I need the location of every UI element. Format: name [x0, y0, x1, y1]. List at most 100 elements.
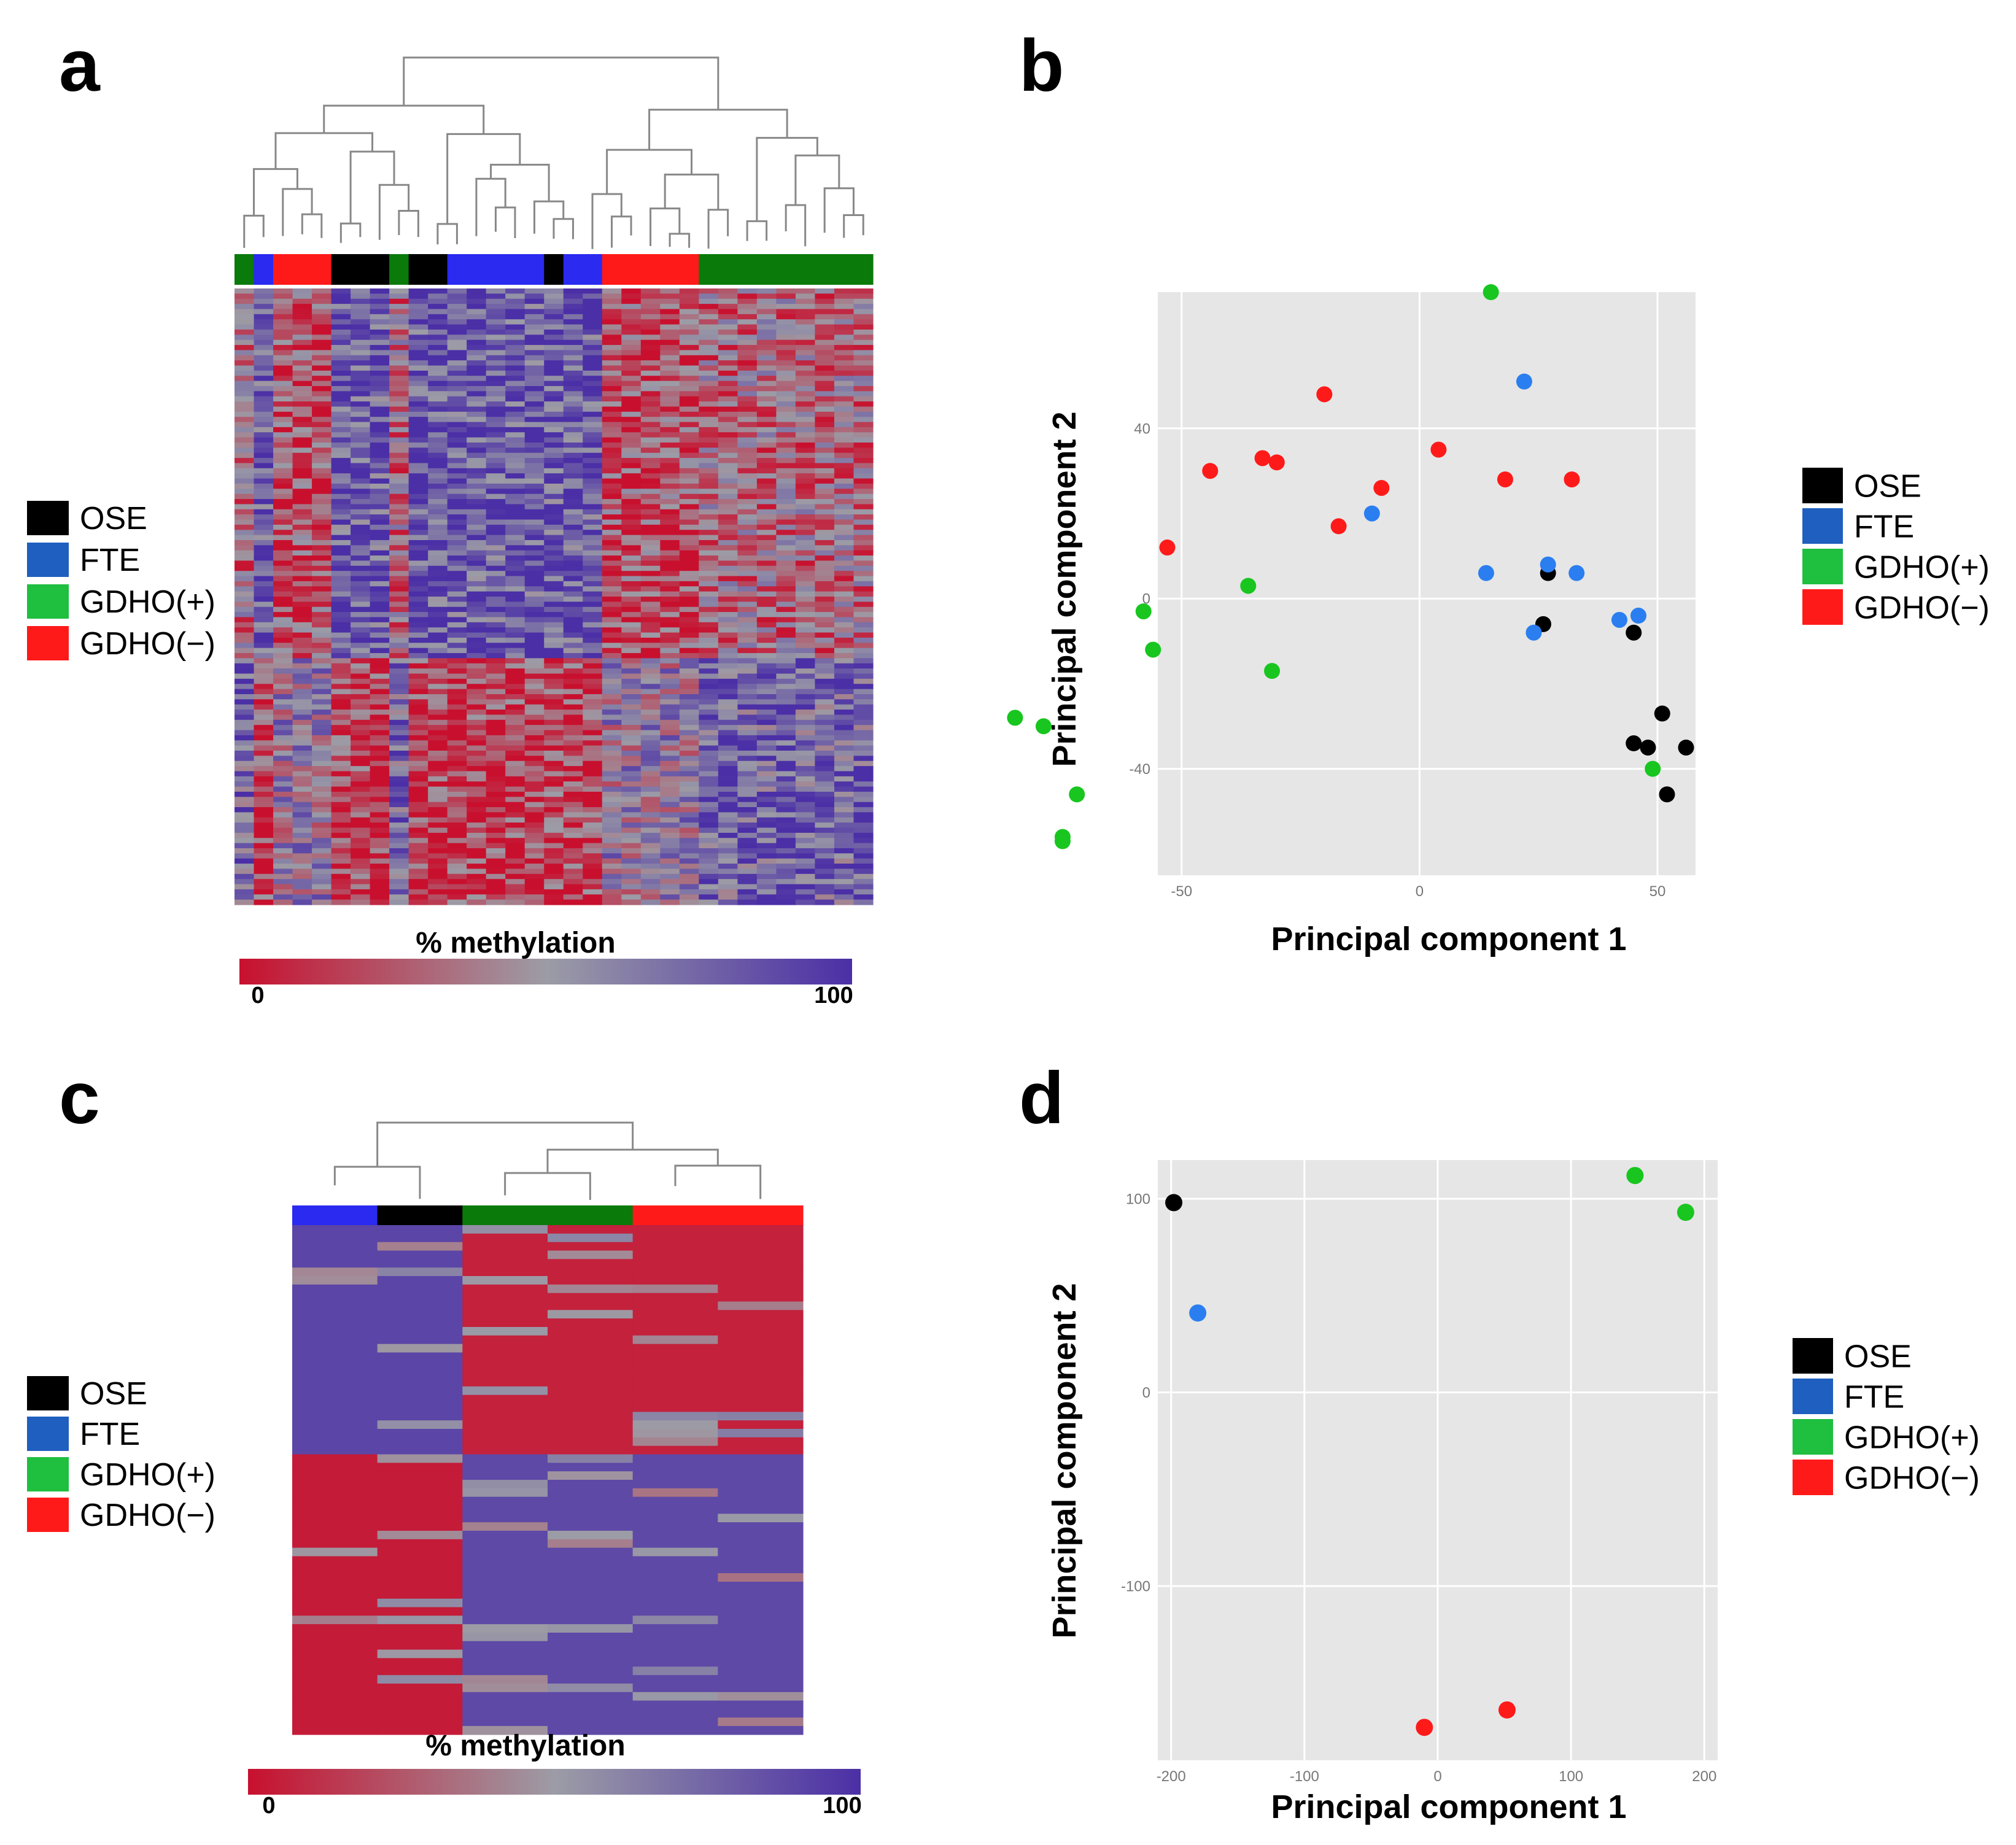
heatmap-cell	[718, 1454, 804, 1463]
heatmap-cell	[467, 858, 487, 864]
heatmap-cell	[273, 385, 293, 392]
heatmap-cell	[660, 319, 680, 325]
heatmap-cell	[467, 555, 487, 562]
heatmap-cell	[718, 1250, 804, 1259]
heatmap-cell	[235, 853, 255, 859]
heatmap-cell	[834, 699, 855, 705]
heatmap-cell	[815, 581, 835, 587]
dendrogram-branch	[504, 1172, 591, 1200]
heatmap-cell	[660, 751, 680, 756]
heatmap-cell	[815, 560, 835, 567]
heatmap-cell	[679, 401, 699, 408]
heatmap-cell	[254, 781, 274, 787]
heatmap-cell	[602, 838, 622, 844]
heatmap-cell	[462, 1658, 548, 1667]
heatmap-cell	[563, 884, 583, 890]
heatmap-cell	[563, 730, 583, 736]
heatmap-cell	[544, 319, 564, 325]
heatmap-cell	[660, 463, 680, 469]
heatmap-cell	[273, 540, 293, 546]
heatmap-cell	[776, 489, 796, 495]
heatmap-cell	[292, 370, 312, 376]
heatmap-cell	[467, 812, 487, 818]
heatmap-cell	[312, 879, 332, 885]
heatmap-cell	[505, 648, 525, 654]
heatmap-cell	[640, 766, 661, 772]
heatmap-cell	[486, 298, 506, 304]
heatmap-cell	[331, 756, 351, 762]
heatmap-cell	[486, 735, 506, 741]
heatmap-cell	[660, 719, 680, 725]
heatmap-cell	[583, 822, 603, 829]
heatmap-cell	[815, 504, 835, 510]
heatmap-cell	[292, 1471, 378, 1480]
heatmap-cell	[428, 643, 448, 649]
heatmap-cell	[312, 694, 332, 700]
legend-label-1: FTE	[80, 1417, 140, 1452]
heatmap-cell	[370, 555, 390, 562]
group-bar-cell	[718, 254, 738, 285]
heatmap-cell	[640, 601, 661, 608]
heatmap-cell	[331, 345, 351, 350]
heatmap-cell	[428, 483, 448, 489]
heatmap-cell	[524, 606, 545, 613]
heatmap-cell	[795, 776, 816, 782]
heatmap-cell	[486, 632, 506, 638]
heatmap-cell	[544, 524, 564, 530]
heatmap-cell	[563, 894, 583, 900]
heatmap-cell	[563, 350, 583, 356]
heatmap-cell	[632, 1539, 718, 1549]
heatmap-cell	[486, 437, 506, 443]
heatmap-cell	[621, 499, 642, 505]
heatmap-cell	[486, 791, 506, 797]
heatmap-cell	[331, 427, 351, 433]
heatmap-cell	[254, 894, 274, 900]
legend-swatch-3	[27, 1498, 69, 1532]
heatmap-cell	[370, 894, 390, 900]
heatmap-cell	[235, 714, 255, 721]
heatmap-cell	[834, 864, 855, 870]
heatmap-cell	[602, 365, 622, 371]
heatmap-cell	[583, 514, 603, 520]
heatmap-cell	[292, 678, 312, 684]
heatmap-cell	[776, 324, 796, 330]
heatmap-cell	[331, 730, 351, 736]
heatmap-cell	[505, 417, 525, 423]
heatmap-cell	[795, 802, 816, 808]
heatmap-cell	[679, 591, 699, 597]
heatmap-cell	[351, 699, 371, 705]
heatmap-cell	[660, 355, 680, 361]
heatmap-cell	[505, 298, 525, 304]
heatmap-cell	[679, 298, 699, 304]
heatmap-cell	[447, 329, 467, 335]
heatmap-cell	[351, 606, 371, 613]
heatmap-cell	[699, 355, 719, 361]
heatmap-cell	[640, 406, 661, 412]
heatmap-cell	[254, 802, 274, 808]
heatmap-cell	[351, 489, 371, 495]
heatmap-cell	[462, 1556, 548, 1565]
heatmap-cell	[235, 663, 255, 669]
heatmap-cell	[756, 704, 777, 710]
heatmap-cell	[292, 1378, 378, 1387]
heatmap-cell	[351, 370, 371, 376]
heatmap-cell	[718, 499, 738, 505]
heatmap-cell	[640, 319, 661, 325]
heatmap-cell	[312, 406, 332, 412]
heatmap-cell	[377, 1429, 463, 1438]
heatmap-cell	[389, 545, 409, 551]
heatmap-cell	[486, 648, 506, 654]
heatmap-cell	[815, 751, 835, 756]
heatmap-cell	[853, 719, 874, 725]
heatmap-cell	[679, 350, 699, 356]
heatmap-cell	[602, 576, 622, 582]
heatmap-cell	[718, 406, 738, 412]
heatmap-cell	[795, 329, 816, 335]
heatmap-cell	[621, 771, 642, 777]
heatmap-cell	[834, 606, 855, 613]
heatmap-cell	[679, 452, 699, 458]
point-GDHO(+)	[1145, 641, 1161, 658]
heatmap-cell	[486, 391, 506, 397]
heatmap-cell	[544, 802, 564, 808]
